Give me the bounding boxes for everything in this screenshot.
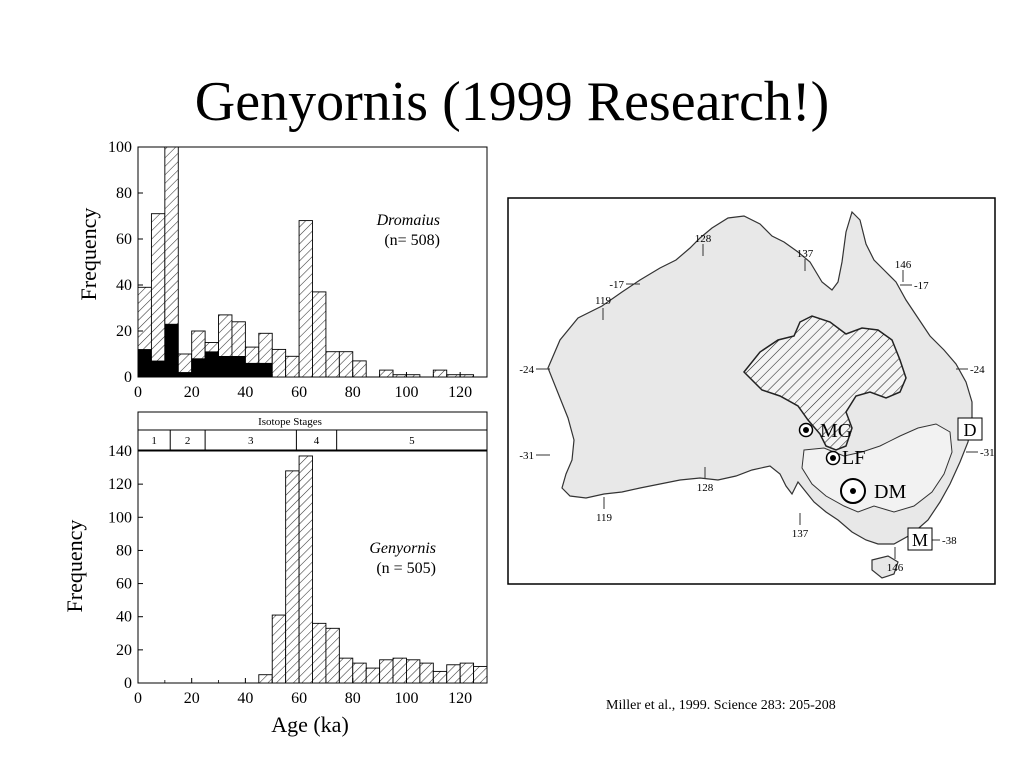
map-lat-left-1: -24 (519, 364, 534, 376)
map-lon-top-1: 137 (797, 248, 814, 260)
dromaius-y-tick-label-5: 100 (108, 139, 132, 156)
site-mg-dot (803, 427, 809, 433)
site-d-label: D (964, 420, 977, 440)
map-lon-bottom-0: 119 (596, 512, 613, 524)
map-lon-top-left: 119 (595, 295, 612, 307)
map-lat-right-1: -24 (970, 364, 985, 376)
dromaius-y-axis-label: Frequency (76, 208, 101, 301)
site-d-box (957, 417, 983, 441)
genyornis-bar-hatched-5 (325, 627, 340, 684)
site-mg: MG (798, 420, 852, 442)
map-graticule: -17 -24 -31 -17 -24 -31 -38 128 137 146 119 119 128 1… (519, 233, 994, 574)
genyornis-y-axis-label: Frequency (62, 520, 87, 613)
dromaius-y-tick-label-1: 20 (116, 323, 132, 340)
genyornis-y-tick-label-1: 20 (116, 642, 132, 659)
map-lon-top-2: 146 (895, 259, 912, 271)
isotope-stage-5: 5 (409, 435, 415, 447)
genyornis-y-tick-label-4: 80 (116, 542, 132, 559)
dromaius-sample-size: (n= 508) (384, 232, 440, 249)
dromaius-bar-hatched-13 (312, 291, 327, 378)
dromaius-x-tick-label-6: 120 (448, 384, 472, 401)
site-dm: DM (840, 478, 906, 504)
dromaius-taxon-label: Dromaius (376, 212, 440, 229)
citation: Miller et al., 1999. Science 283: 205-20… (606, 698, 836, 713)
site-m: M (907, 527, 933, 551)
genyornis-bar-hatched-3 (298, 455, 313, 684)
site-m-box (907, 527, 933, 551)
isotope-stage-2: 2 (185, 435, 191, 447)
dromaius-chart: 0 20 40 60 80 100 120 0 20 40 60 80 100 Frequency Dr… (76, 139, 488, 401)
isotope-stage-1: 1 (151, 435, 157, 447)
dromaius-y-tick-label-3: 60 (116, 231, 132, 248)
dromaius-y-tick-label-2: 40 (116, 277, 132, 294)
genyornis-x-tick-label-4: 80 (345, 690, 361, 707)
site-dm-label: DM (874, 481, 906, 503)
isotope-stages-title: Isotope Stages (258, 416, 322, 428)
genyornis-x-tick-label-1: 20 (184, 690, 200, 707)
map-lat-right-0: -17 (914, 280, 929, 292)
genyornis-y-tick-label-7: 140 (108, 443, 132, 460)
genyornis-x-axis-label: Age (ka) (271, 712, 349, 737)
dromaius-y-tick-label-4: 80 (116, 185, 132, 202)
isotope-stages-row (137, 429, 488, 451)
genyornis-x-tick-label-0: 0 (134, 690, 142, 707)
dromaius-x-tick-label-1: 20 (184, 384, 200, 401)
genyornis-sample-size: (n = 505) (376, 560, 436, 577)
dromaius-x-tick-label-4: 80 (345, 384, 361, 401)
genyornis-taxon-label: Genyornis (369, 540, 436, 557)
genyornis-x-tick-label-5: 100 (394, 690, 418, 707)
lake-eyre-basin (742, 315, 907, 451)
site-lf: LF (825, 447, 865, 469)
murray-darling-region (801, 423, 953, 513)
genyornis-y-tick-label-3: 60 (116, 576, 132, 593)
genyornis-x-tick-label-6: 120 (448, 690, 472, 707)
genyornis-y-tick-label-2: 40 (116, 609, 132, 626)
site-lf-label: LF (842, 447, 865, 469)
genyornis-y-tick-label-0: 0 (124, 675, 132, 692)
site-m-label: M (912, 530, 928, 550)
site-mg-label: MG (820, 420, 852, 442)
tasmania (871, 555, 899, 579)
genyornis-chart: 0 20 40 60 80 100 120 0 20 40 60 80 100 120 140 Freque… (62, 443, 488, 737)
map-lat-left-2: -31 (519, 450, 534, 462)
site-d: D (957, 417, 983, 441)
map-lat-right-3: -38 (942, 535, 957, 547)
dromaius-y-tick-label-0: 0 (124, 369, 132, 386)
map-lon-bottom-2: 137 (792, 528, 809, 540)
map-lon-top-0: 128 (695, 233, 712, 245)
dromaius-bar-hatched-16 (352, 360, 367, 378)
isotope-stage-3: 3 (248, 435, 254, 447)
genyornis-bar-hatched-16 (473, 665, 488, 684)
dromaius-x-tick-label-5: 100 (394, 384, 418, 401)
dromaius-bar-solid-9 (258, 362, 273, 378)
genyornis-y-tick-label-5: 100 (108, 509, 132, 526)
map-lat-left-0: -17 (609, 279, 624, 291)
genyornis-x-tick-label-3: 60 (291, 690, 307, 707)
site-dm-dot (850, 488, 856, 494)
genyornis-y-tick-label-6: 120 (108, 476, 132, 493)
isotope-stage-4: 4 (314, 435, 320, 447)
isotope-stages-band: Isotope Stages 1 2 3 4 5 (137, 411, 488, 451)
slide-title: Genyornis (1999 Research!) (194, 71, 830, 133)
dromaius-bar-hatched-20 (432, 369, 448, 378)
map-lon-bottom-3: 146 (887, 562, 904, 574)
dromaius-bar-solid-2 (164, 323, 179, 378)
dromaius-x-tick-label-3: 60 (291, 384, 307, 401)
dromaius-x-tick-label-2: 40 (237, 384, 253, 401)
map-lat-right-2: -31 (980, 447, 995, 459)
dromaius-bar-hatched-17 (379, 369, 394, 378)
dromaius-x-tick-label-0: 0 (134, 384, 142, 401)
map-lon-bottom-1: 128 (697, 482, 714, 494)
site-lf-dot (830, 455, 836, 461)
genyornis-x-tick-label-2: 40 (237, 690, 253, 707)
